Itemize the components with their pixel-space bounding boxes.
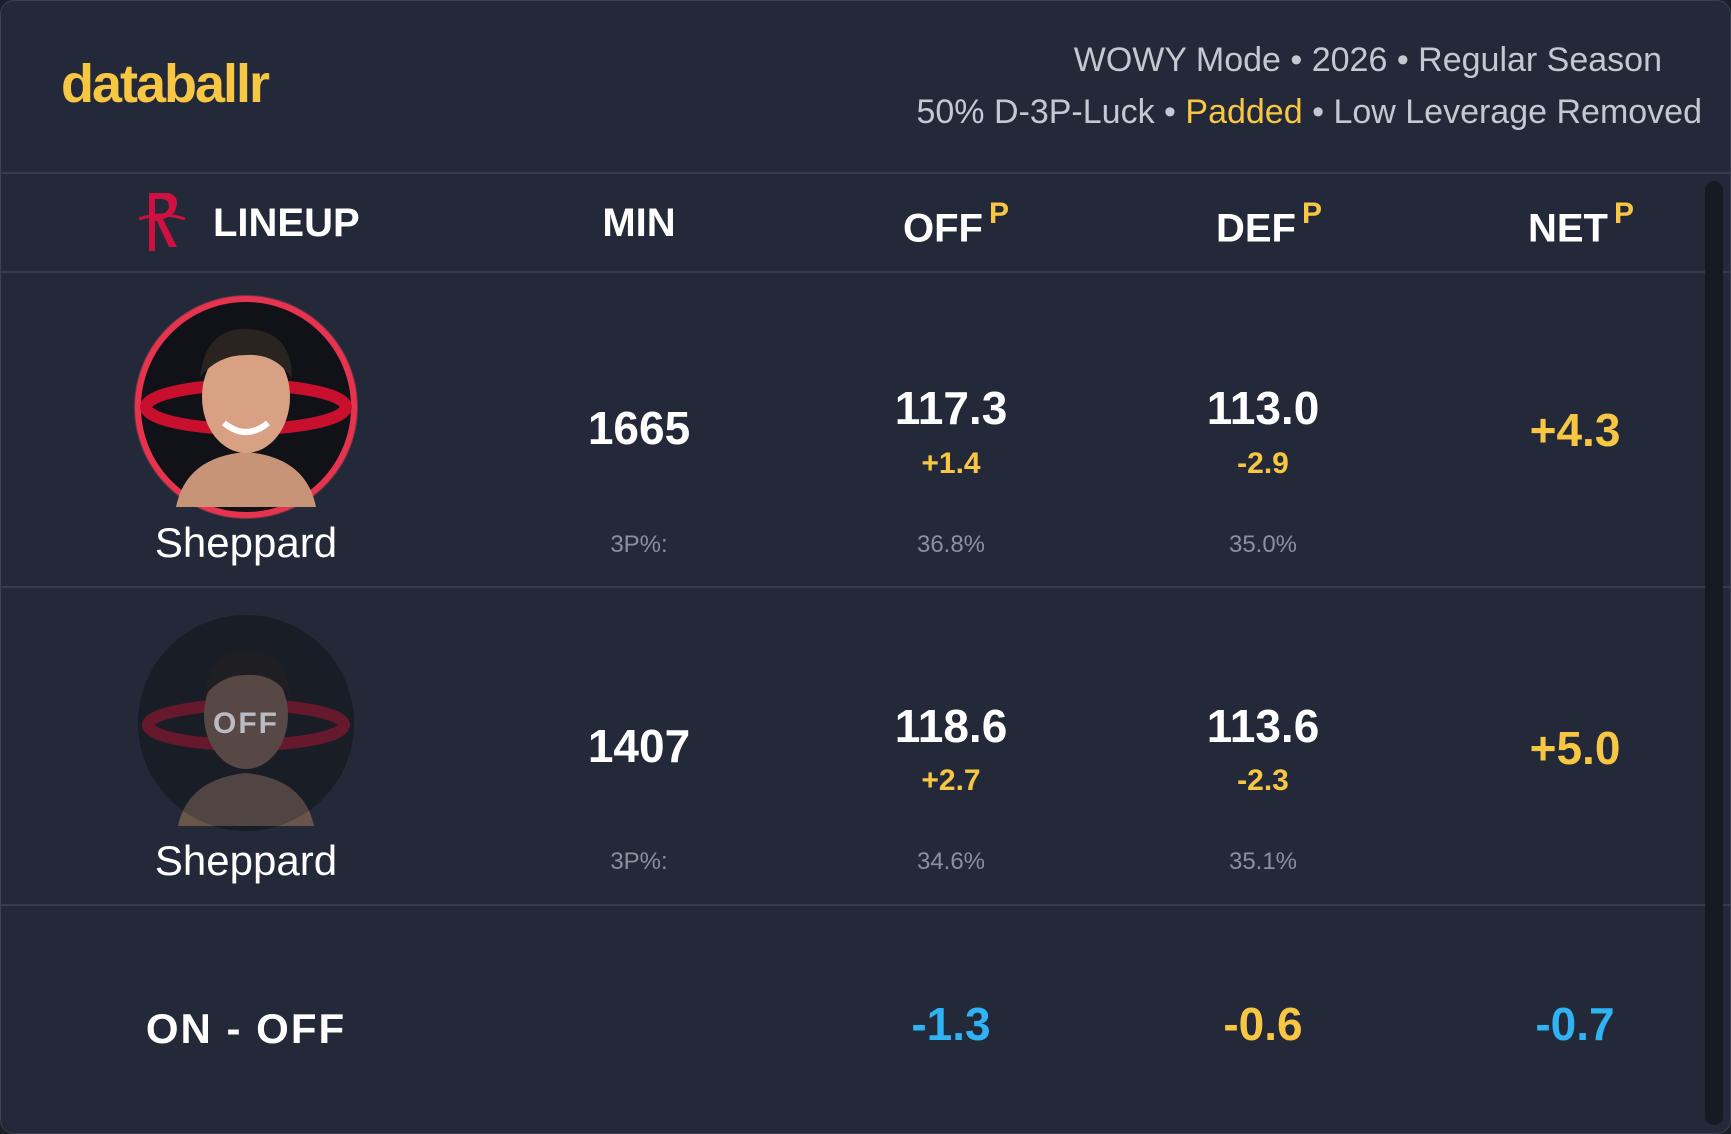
col-off-label: OFF: [903, 206, 983, 251]
col-def-label: DEF: [1215, 206, 1296, 251]
off-badge: OFF: [213, 707, 279, 740]
divider: [1, 586, 1730, 588]
three-pt-label: 3P%:: [610, 848, 668, 875]
col-off: OFF P: [903, 197, 1009, 251]
divider: [1, 172, 1730, 174]
off-rating: 118.6: [894, 700, 1008, 752]
superscript: P: [1613, 197, 1635, 230]
on-off-net: -0.7: [1535, 998, 1615, 1050]
leverage-setting: Low Leverage Removed: [1333, 93, 1702, 131]
three-pt-label: 3P%:: [610, 531, 668, 558]
separator: •: [1164, 93, 1176, 131]
player-avatar: [134, 295, 358, 519]
def-three-pt: 35.0%: [1228, 531, 1298, 558]
superscript: P: [1301, 197, 1323, 230]
col-def: DEF P: [1215, 197, 1322, 251]
def-rating: 113.6: [1206, 700, 1320, 752]
team-logo: [138, 193, 186, 251]
on-off-label: ON - OFF: [145, 1005, 347, 1052]
def-rating: 113.0: [1206, 382, 1320, 434]
player-avatar-off: [138, 615, 354, 831]
off-three-pt: 36.8%: [916, 531, 986, 558]
def-three-pt: 35.1%: [1228, 848, 1298, 875]
minutes: 1407: [587, 720, 691, 772]
net-rating: +4.3: [1529, 404, 1621, 456]
settings-line-2: 50% D-3P-Luck • Padded • Low Leverage Re…: [916, 93, 1702, 132]
on-off-def: -0.6: [1223, 998, 1303, 1050]
col-net: NET P: [1527, 197, 1634, 251]
off-diff: +1.4: [921, 447, 981, 480]
player-name: Sheppard: [154, 837, 338, 884]
col-lineup: LINEUP: [213, 201, 360, 245]
scrollbar[interactable]: [1705, 181, 1723, 1125]
superscript: P: [988, 197, 1009, 230]
logo: databallr: [61, 54, 270, 114]
divider: [1, 904, 1730, 906]
minutes: 1665: [587, 402, 691, 454]
off-three-pt: 34.6%: [916, 848, 986, 875]
def-diff: -2.3: [1237, 764, 1289, 797]
on-off-off: -1.3: [911, 998, 991, 1050]
col-net-label: NET: [1527, 206, 1608, 251]
padded-setting: Padded: [1185, 93, 1303, 131]
player-name: Sheppard: [154, 519, 338, 566]
net-rating: +5.0: [1529, 722, 1621, 774]
off-diff: +2.7: [921, 764, 981, 797]
settings-line-1: WOWY Mode • 2026 • Regular Season: [1073, 41, 1662, 79]
off-rating: 117.3: [894, 382, 1008, 434]
separator: •: [1312, 93, 1324, 131]
luck-setting: 50% D-3P-Luck: [916, 93, 1155, 131]
col-min: MIN: [602, 201, 676, 245]
divider: [1, 271, 1730, 273]
def-diff: -2.9: [1237, 447, 1289, 480]
